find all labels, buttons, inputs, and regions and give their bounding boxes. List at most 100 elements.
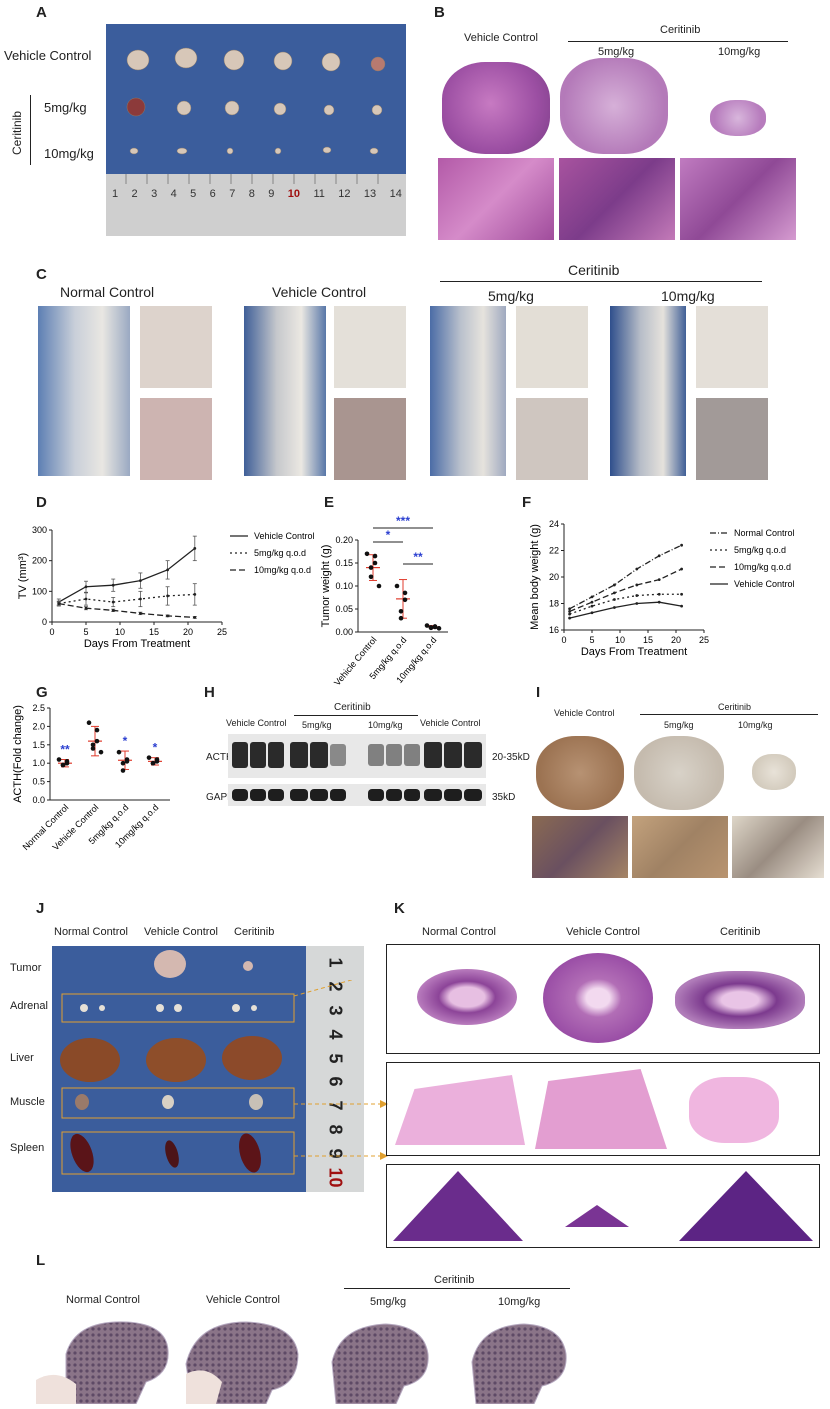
y-tick-label: 100 <box>32 586 47 596</box>
k-spleen-normal <box>393 1171 523 1241</box>
data-point <box>98 749 104 755</box>
sig-label: * <box>123 734 128 748</box>
a-row-10mg: 10mg/kg <box>44 146 94 161</box>
series-line <box>569 568 682 613</box>
x-tick-label: 20 <box>183 627 193 637</box>
data-point <box>613 583 616 587</box>
series-line <box>569 593 682 615</box>
a-ruler-10: 10 <box>287 188 301 200</box>
h-group-title: Ceritinib <box>334 702 371 713</box>
y-axis-title: Tumor weight (g) <box>320 545 332 628</box>
panel-label-f: F <box>522 494 532 511</box>
panel-label-j: J <box>36 900 45 917</box>
data-point <box>120 768 126 773</box>
panel-label-b: B <box>434 4 445 21</box>
x-tick-label: 5 <box>83 627 88 637</box>
y-tick-label: 300 <box>32 525 47 535</box>
k-muscle-ceritinib <box>689 1077 779 1143</box>
y-tick-label: 0.5 <box>32 777 45 787</box>
data-point <box>657 600 661 604</box>
j-col-ceritinib: Ceritinib <box>234 926 275 938</box>
x-tick-label: 15 <box>149 627 159 637</box>
panel-label-g: G <box>36 684 48 701</box>
data-point <box>90 742 96 748</box>
y-tick-label: 0.00 <box>335 627 353 637</box>
data-point <box>150 760 156 766</box>
y-tick-label: 16 <box>549 625 559 635</box>
c-zoom-neck-vehicle <box>334 306 406 388</box>
data-point <box>613 598 616 601</box>
y-tick-label: 22 <box>549 546 559 556</box>
a-ruler-7: 7 <box>229 188 236 200</box>
panel-label-c: C <box>36 266 47 283</box>
y-tick-label: 20 <box>549 572 559 582</box>
h-blot-acth <box>228 734 486 778</box>
j-row-tumor: Tumor <box>10 962 42 974</box>
category-label: Vehicle Control <box>332 635 379 688</box>
data-point <box>680 567 683 571</box>
b-he-zoom-5mg <box>559 158 675 240</box>
data-point <box>424 623 430 628</box>
a-ruler-labels: 1 2 3 4 5 6 7 8 9 10 11 12 13 14 <box>112 188 402 200</box>
i-ihc-vehicle <box>536 736 624 810</box>
j-col-vehicle: Vehicle Control <box>144 926 218 938</box>
c-zoom-back-vehicle <box>334 398 406 480</box>
y-axis-title: ACTH(Fold change) <box>12 705 24 803</box>
data-point <box>398 615 404 621</box>
k-spleen-frame <box>386 1164 820 1248</box>
data-point <box>193 547 197 550</box>
x-tick-label: 0 <box>49 627 54 637</box>
data-point <box>394 583 400 589</box>
h-lane-10mg: 10mg/kg <box>368 720 403 730</box>
data-point <box>94 727 100 733</box>
a-group-bracket <box>30 95 31 165</box>
sig-label: ** <box>60 743 70 757</box>
x-axis-title: Days From Treatment <box>84 638 190 650</box>
data-point <box>590 595 594 599</box>
data-point <box>90 746 96 751</box>
panel-label-e: E <box>324 494 335 511</box>
h-acth-bands <box>232 742 482 768</box>
k-spleen-ceritinib <box>679 1171 813 1241</box>
y-tick-label: 0.20 <box>335 535 353 545</box>
x-tick-label: 0 <box>561 635 566 645</box>
c-rat-5mg <box>430 306 506 476</box>
c-zoom-back-5mg <box>516 398 588 480</box>
y-tick-label: 0.10 <box>335 581 353 591</box>
chart-d: 0 100 200 300 0 5 10 15 20 25 Days From Treatment T… <box>17 525 315 650</box>
data-point <box>84 585 88 589</box>
b-he-5mg <box>560 58 668 154</box>
b-group-title: Ceritinib <box>660 24 701 36</box>
i-group-line <box>640 714 818 715</box>
j-col-normal: Normal Control <box>54 926 128 938</box>
a-ruler-4: 4 <box>170 188 177 200</box>
data-point <box>84 597 88 601</box>
data-point <box>364 551 370 557</box>
data-point <box>60 762 66 768</box>
i-vehicle-title: Vehicle Control <box>554 708 615 718</box>
data-point <box>635 583 639 587</box>
y-tick-label: 2.5 <box>32 703 45 713</box>
h-blot-gapdh <box>228 784 486 806</box>
y-tick-label: 18 <box>549 599 559 609</box>
k-adrenal-vehicle <box>543 953 653 1043</box>
chart-f: 16 18 20 22 24 0 5 10 15 20 25 Days From Treatment M… <box>529 519 795 658</box>
data-point <box>116 749 122 755</box>
data-point <box>680 604 683 608</box>
data-point <box>111 583 115 587</box>
y-tick-label: 0.0 <box>32 795 45 805</box>
data-point <box>428 625 434 631</box>
data-point <box>568 612 571 616</box>
x-tick-label: 10 <box>115 627 125 637</box>
data-point <box>139 597 142 601</box>
y-axis-title: TV (mm³) <box>17 553 29 599</box>
k-muscle-vehicle <box>535 1069 667 1149</box>
panel-label-d: D <box>36 494 47 511</box>
k-muscle-normal <box>395 1075 525 1145</box>
k-spleen-vehicle <box>565 1205 629 1227</box>
data-point <box>613 606 616 609</box>
a-ruler-8: 8 <box>248 188 255 200</box>
k-col-vehicle: Vehicle Control <box>566 926 640 938</box>
sig-label: *** <box>396 514 410 528</box>
